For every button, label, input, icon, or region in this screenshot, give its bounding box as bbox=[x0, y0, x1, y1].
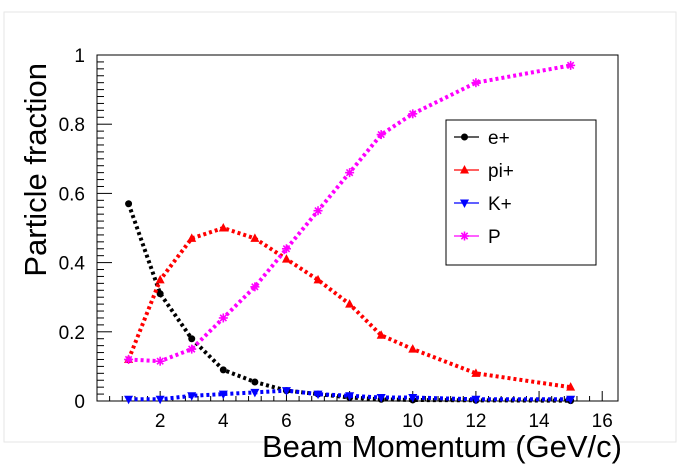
data-point-k-plus bbox=[471, 395, 481, 405]
legend-label-p: P bbox=[488, 227, 501, 248]
data-point-pi-plus bbox=[345, 299, 355, 308]
series-line-pi-plus bbox=[126, 225, 571, 390]
data-point-pi-plus bbox=[281, 254, 291, 263]
data-point-k-plus bbox=[345, 392, 355, 401]
data-point-k-plus bbox=[218, 390, 228, 400]
x-axis-title: Beam Momentum (GeV/c) bbox=[262, 429, 622, 464]
series-line-k-plus bbox=[128, 388, 571, 402]
data-point-p bbox=[124, 354, 134, 364]
data-point-pi-plus bbox=[566, 382, 576, 391]
data-point-e-plus bbox=[188, 335, 196, 343]
x-tick-label: 16 bbox=[592, 411, 613, 432]
data-point-p bbox=[471, 78, 481, 88]
y-tick-label: 0.2 bbox=[59, 323, 85, 344]
data-point-p bbox=[566, 60, 576, 70]
legend-marker-p bbox=[460, 231, 469, 241]
x-tick-label: 6 bbox=[281, 411, 292, 432]
data-point-p bbox=[345, 168, 355, 178]
x-tick-label: 2 bbox=[155, 411, 166, 432]
data-point-k-plus bbox=[566, 395, 576, 405]
data-point-k-plus bbox=[250, 388, 260, 398]
x-tick-label: 8 bbox=[344, 411, 355, 432]
data-point-pi-plus bbox=[471, 368, 481, 377]
y-axis-title: Particle fraction bbox=[18, 63, 53, 277]
data-point-k-plus bbox=[281, 387, 291, 396]
data-point-k-plus bbox=[124, 395, 134, 405]
data-point-p bbox=[218, 313, 228, 323]
data-point-k-plus bbox=[155, 395, 165, 405]
data-point-pi-plus bbox=[408, 344, 418, 353]
data-point-p bbox=[281, 244, 291, 254]
data-point-k-plus bbox=[187, 392, 197, 401]
legend: e+ pi+ K+ P bbox=[445, 119, 597, 266]
data-point-p bbox=[250, 282, 260, 292]
data-point-p bbox=[155, 356, 165, 366]
figure-border bbox=[3, 11, 677, 443]
y-tick-label: 0.8 bbox=[59, 115, 85, 136]
series-layer bbox=[124, 60, 576, 405]
data-point-k-plus bbox=[408, 394, 418, 403]
x-tick-label: 4 bbox=[218, 411, 229, 432]
data-point-k-plus bbox=[313, 390, 323, 400]
data-point-k-plus bbox=[376, 394, 386, 403]
y-tick-label: 0 bbox=[74, 392, 85, 413]
data-point-p bbox=[376, 130, 386, 140]
data-point-p bbox=[313, 206, 323, 216]
data-point-e-plus bbox=[156, 290, 164, 298]
x-tick-label: 14 bbox=[528, 411, 550, 432]
data-point-pi-plus bbox=[187, 233, 197, 242]
legend-marker-e-plus bbox=[461, 133, 468, 141]
legend-marker-k-plus bbox=[460, 199, 469, 208]
y-tick-label: 1 bbox=[74, 46, 85, 67]
data-point-pi-plus bbox=[155, 274, 165, 284]
data-point-e-plus bbox=[125, 200, 133, 208]
data-point-e-plus bbox=[219, 366, 227, 374]
y-tick-label: 0.6 bbox=[59, 184, 85, 205]
data-point-p bbox=[187, 344, 197, 354]
y-tick-label: 0.4 bbox=[59, 254, 86, 275]
data-point-e-plus bbox=[251, 378, 259, 386]
legend-label-k-plus: K+ bbox=[488, 194, 512, 215]
legend-box bbox=[445, 119, 597, 266]
data-point-p bbox=[408, 109, 418, 119]
x-tick-label: 12 bbox=[465, 411, 486, 432]
data-point-pi-plus bbox=[250, 233, 260, 242]
data-point-pi-plus bbox=[376, 330, 386, 339]
legend-marker-pi-plus bbox=[460, 165, 469, 174]
legend-label-pi-plus: pi+ bbox=[488, 161, 514, 182]
axes-group: 2 4 6 8 10 12 14 16 0 0.2 0.4 0.6 0.8 1 bbox=[59, 46, 613, 432]
legend-label-e-plus: e+ bbox=[488, 128, 510, 149]
data-point-pi-plus bbox=[313, 274, 323, 284]
series-line-p bbox=[128, 63, 571, 364]
data-point-pi-plus bbox=[218, 223, 228, 232]
x-tick-label: 10 bbox=[402, 411, 423, 432]
